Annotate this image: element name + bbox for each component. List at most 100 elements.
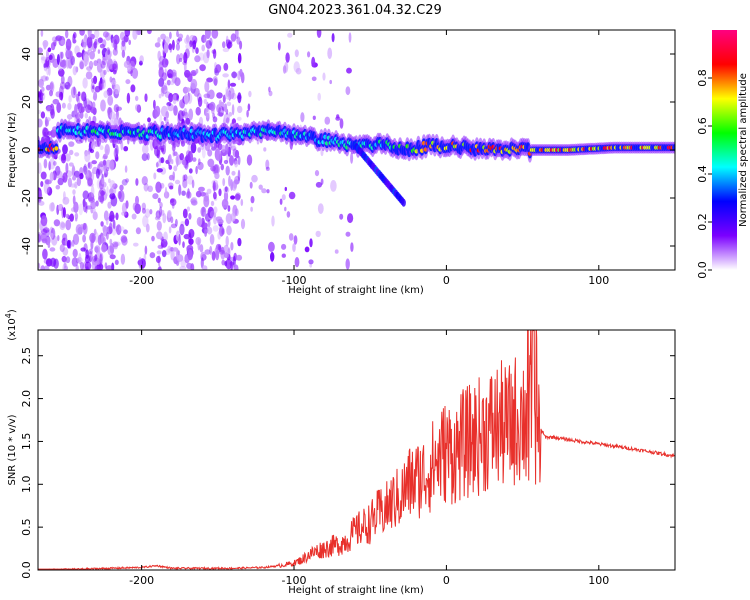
noise-speckle: [172, 150, 176, 157]
noise-speckle: [330, 180, 337, 192]
noise-speckle: [250, 206, 253, 212]
noise-speckle: [133, 242, 139, 247]
noise-speckle: [147, 185, 153, 193]
noise-speckle: [85, 71, 93, 80]
noise-speckle: [203, 35, 207, 43]
noise-speckle: [65, 219, 72, 231]
ridge-band: [672, 144, 675, 152]
noise-speckle: [123, 35, 129, 43]
noise-speckle: [207, 158, 215, 168]
noise-speckle: [46, 105, 53, 113]
noise-speckle: [225, 165, 230, 176]
noise-speckle: [48, 161, 51, 171]
noise-speckle: [70, 86, 77, 99]
noise-speckle: [130, 84, 136, 93]
noise-speckle: [121, 179, 128, 186]
noise-speckle: [228, 111, 233, 117]
noise-speckle: [72, 233, 80, 245]
noise-speckle: [198, 186, 205, 192]
noise-speckle: [157, 266, 162, 270]
y-tick-label: 0.5: [20, 518, 33, 536]
noise-speckle: [183, 174, 188, 181]
noise-speckle: [227, 205, 231, 212]
noise-speckle: [75, 93, 79, 102]
noise-speckle: [293, 235, 298, 245]
noise-speckle: [217, 230, 221, 240]
noise-speckle: [169, 198, 177, 206]
noise-speckle: [159, 114, 163, 124]
noise-speckle: [268, 86, 271, 93]
noise-speckle: [169, 80, 175, 86]
noise-speckle: [88, 60, 94, 70]
noise-speckle: [154, 105, 161, 117]
noise-speckle: [55, 35, 62, 41]
noise-speckle: [268, 90, 273, 97]
noise-speckle: [206, 77, 214, 83]
noise-speckle: [80, 247, 86, 252]
noise-speckle: [121, 49, 126, 59]
noise-speckle: [43, 182, 50, 194]
noise-speckle: [59, 81, 66, 90]
noise-speckle: [168, 43, 173, 51]
y-axis-label: SNR (10 * v/v): [7, 414, 18, 485]
noise-speckle: [212, 116, 218, 123]
noise-speckle: [236, 36, 241, 45]
noise-speckle: [59, 244, 65, 253]
colorbar: 0.0 0.2 0.4 0.6 0.8 Normalized spectral ampli…: [696, 30, 749, 279]
noise-speckle: [141, 153, 148, 162]
noise-speckle: [156, 212, 160, 219]
noise-speckle: [166, 104, 170, 111]
noise-speckle: [112, 228, 116, 236]
noise-speckle: [167, 210, 172, 218]
noise-speckle: [82, 234, 86, 243]
noise-speckle: [79, 61, 84, 70]
noise-speckle: [317, 203, 324, 215]
noise-speckle: [62, 247, 69, 256]
noise-speckle: [232, 148, 238, 158]
noise-speckle: [287, 32, 293, 38]
noise-speckle: [195, 68, 199, 74]
noise-speckle: [65, 38, 72, 51]
y-axis-label: Frequency (Hz): [7, 112, 18, 188]
noise-speckle: [203, 98, 208, 105]
noise-speckle: [224, 143, 229, 154]
noise-speckle: [86, 36, 93, 49]
noise-speckle: [221, 144, 226, 153]
noise-speckle: [94, 85, 101, 93]
noise-speckle: [153, 99, 156, 110]
noise-speckle: [294, 49, 299, 58]
noise-speckle: [215, 149, 222, 162]
noise-speckle: [97, 37, 103, 44]
noise-speckle: [329, 79, 333, 85]
noise-speckle: [62, 263, 68, 270]
noise-speckle: [168, 92, 174, 103]
noise-speckle: [101, 178, 105, 185]
noise-speckle: [131, 213, 137, 220]
noise-speckle: [41, 91, 46, 101]
noise-speckle: [204, 30, 211, 39]
noise-speckle: [106, 58, 114, 70]
noise-speckle: [226, 101, 232, 107]
noise-speckle: [52, 98, 60, 105]
noise-speckle: [144, 245, 148, 255]
noise-speckle: [59, 61, 65, 67]
noise-speckle: [165, 111, 169, 119]
noise-speckle: [41, 75, 48, 82]
noise-speckle: [214, 246, 220, 258]
noise-speckle: [229, 82, 237, 87]
noise-speckle: [266, 189, 270, 194]
noise-speckle: [163, 36, 170, 45]
noise-speckle: [138, 257, 142, 269]
noise-speckle: [147, 117, 151, 123]
noise-speckle: [191, 179, 195, 189]
noise-speckle: [203, 93, 211, 99]
noise-speckle: [246, 109, 249, 118]
noise-speckle: [119, 226, 125, 232]
noise-speckle: [159, 202, 163, 208]
noise-speckle: [38, 233, 41, 243]
noise-speckle: [217, 218, 224, 225]
noise-speckle: [63, 257, 67, 269]
x-tick-label: 100: [588, 574, 609, 587]
noise-speckle: [172, 94, 177, 105]
noise-speckle: [65, 30, 69, 39]
